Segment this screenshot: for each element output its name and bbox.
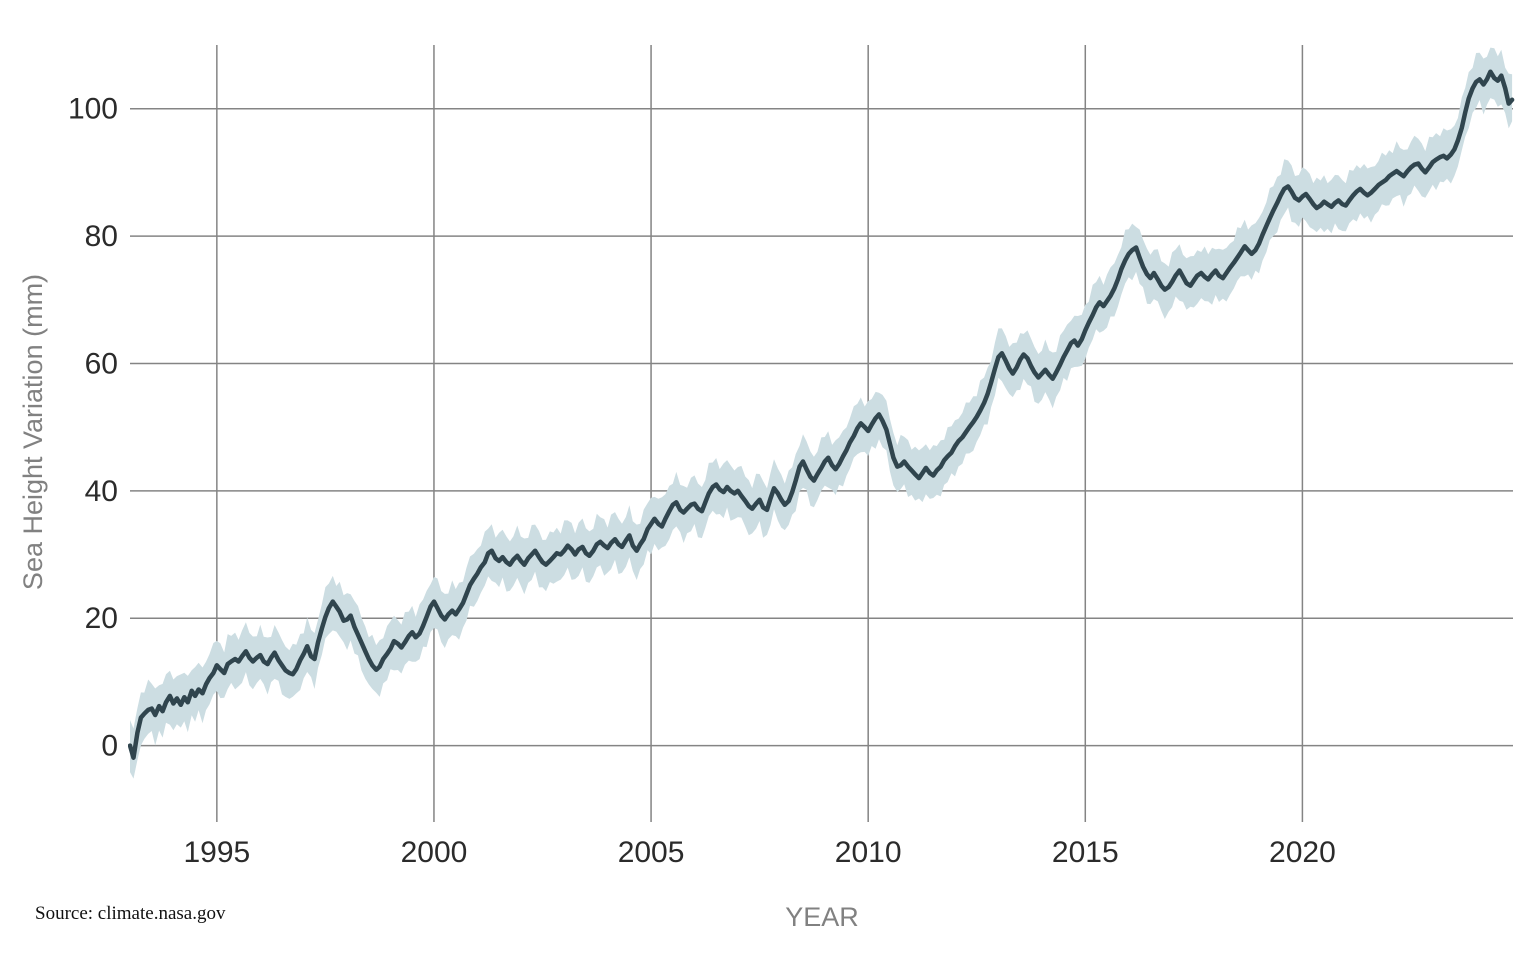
- x-tick-label: 1995: [183, 836, 250, 869]
- source-note: Source: climate.nasa.gov: [35, 903, 226, 924]
- x-tick-label: 2020: [1269, 836, 1336, 869]
- x-tick-label: 2010: [835, 836, 902, 869]
- x-tick-label: 2015: [1052, 836, 1119, 869]
- y-axis-tick-labels: 0 20 40 60 80 100: [68, 93, 118, 763]
- y-tick-label: 100: [68, 93, 118, 126]
- uncertainty-band: [130, 47, 1513, 779]
- sea-level-line: [128, 69, 1515, 760]
- x-tick-label: 2005: [618, 836, 685, 869]
- grid-lines: [130, 45, 1513, 822]
- x-axis-tick-labels: 1995 2000 2005 2010 2015 2020: [183, 836, 1335, 869]
- x-tick-label: 2000: [401, 836, 468, 869]
- x-axis-title: YEAR: [785, 902, 859, 932]
- y-tick-label: 20: [85, 602, 118, 635]
- y-tick-label: 40: [85, 475, 118, 508]
- y-tick-label: 0: [101, 730, 118, 763]
- y-tick-label: 60: [85, 347, 118, 380]
- y-tick-label: 80: [85, 220, 118, 253]
- y-axis-title: Sea Height Variation (mm): [18, 274, 48, 590]
